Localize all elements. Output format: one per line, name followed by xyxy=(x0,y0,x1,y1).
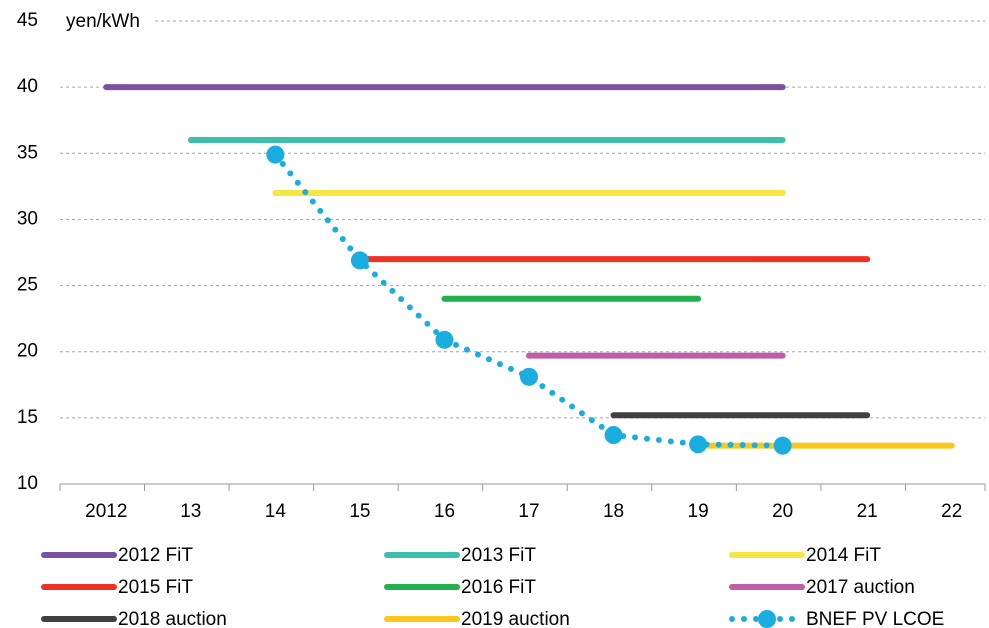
x-tick-label: 21 xyxy=(857,501,878,522)
legend-label: 2014 FiT xyxy=(806,545,881,566)
y-tick-label: 40 xyxy=(17,76,38,97)
y-tick-label: 20 xyxy=(17,341,38,362)
y-tick-label: 15 xyxy=(17,407,38,428)
legend-label: 2012 FiT xyxy=(118,545,193,566)
y-tick-label: 30 xyxy=(17,208,38,229)
x-tick-label: 19 xyxy=(688,501,709,522)
legend-label: 2019 auction xyxy=(461,609,570,628)
x-tick-label: 17 xyxy=(518,501,539,522)
x-tick-label: 2012 xyxy=(85,501,127,522)
lcoe-marker xyxy=(435,330,454,349)
lcoe-marker xyxy=(773,436,792,455)
x-tick-label: 16 xyxy=(434,501,455,522)
x-tick-label: 18 xyxy=(603,501,624,522)
legend-label: BNEF PV LCOE xyxy=(806,609,944,628)
legend-label: 2018 auction xyxy=(118,609,227,628)
legend-label: 2013 FiT xyxy=(461,545,536,566)
lcoe-marker xyxy=(520,367,538,386)
legend-marker xyxy=(758,610,776,628)
lcoe-marker xyxy=(266,145,285,164)
y-tick-label: 45 xyxy=(17,10,38,31)
x-tick-label: 22 xyxy=(941,501,962,522)
legend-label: 2017 auction xyxy=(806,577,915,598)
legend-label: 2015 FiT xyxy=(118,577,193,598)
lcoe-marker xyxy=(604,426,623,445)
y-tick-label: 35 xyxy=(17,142,38,163)
y-unit-label: yen/kWh xyxy=(66,11,140,32)
legend-label: 2016 FiT xyxy=(461,577,536,598)
x-tick-label: 14 xyxy=(265,501,287,522)
y-tick-label: 25 xyxy=(17,275,38,296)
y-tick-label: 10 xyxy=(17,473,38,494)
lcoe-marker xyxy=(689,435,708,454)
lcoe-marker xyxy=(350,251,369,270)
x-tick-label: 20 xyxy=(772,501,793,522)
x-tick-label: 13 xyxy=(180,501,201,522)
x-tick-label: 15 xyxy=(349,501,370,522)
